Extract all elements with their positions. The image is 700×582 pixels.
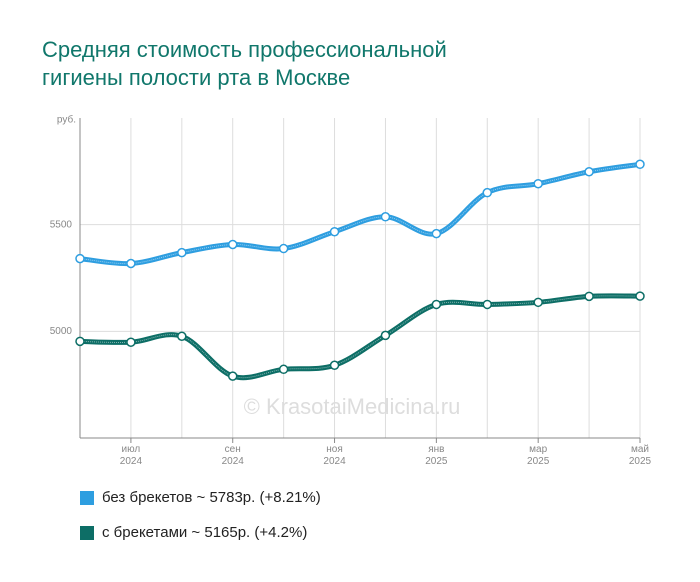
point [380, 212, 391, 222]
x-tick-label: май 2025 [628, 444, 652, 467]
point [329, 226, 340, 237]
point [533, 178, 543, 189]
watermark: © KrasotaiMedicina.ru [244, 394, 461, 419]
point [635, 159, 645, 170]
legend-swatch [80, 491, 94, 505]
legend-swatch [80, 526, 94, 540]
x-tick-label: сен 2024 [221, 444, 244, 467]
point [482, 299, 493, 310]
x-tick-label: июл 2024 [119, 444, 143, 467]
point [227, 371, 238, 381]
point [177, 331, 187, 341]
point [431, 228, 442, 239]
series-line-hatch [79, 295, 641, 379]
legend-label: с брекетами ~ 5165р. (+4.2%) [102, 524, 307, 541]
point [584, 167, 594, 177]
x-tick-label: мар 2025 [527, 444, 550, 467]
legend-label: без брекетов ~ 5783р. (+8.21%) [102, 489, 321, 506]
point [278, 364, 289, 375]
y-unit: руб. [57, 114, 76, 126]
point [635, 291, 645, 301]
point [482, 187, 493, 198]
x-tick-label: ноя 2024 [323, 444, 346, 467]
point [329, 360, 340, 371]
point [177, 247, 187, 258]
point [227, 239, 238, 250]
chart-title: Средняя стоимость профессиональной гигие… [42, 37, 447, 90]
point [431, 299, 442, 310]
point [380, 330, 391, 341]
point [75, 253, 85, 264]
series-line [79, 293, 641, 381]
x-tick-label: янв 2025 [425, 444, 448, 467]
point [75, 336, 85, 347]
point [584, 291, 594, 302]
y-tick-label: 5500 [50, 219, 73, 230]
point [126, 258, 136, 269]
series-line [79, 161, 641, 267]
point [126, 337, 136, 347]
y-tick-label: 5000 [50, 326, 73, 337]
point [533, 297, 543, 308]
point [278, 243, 289, 254]
